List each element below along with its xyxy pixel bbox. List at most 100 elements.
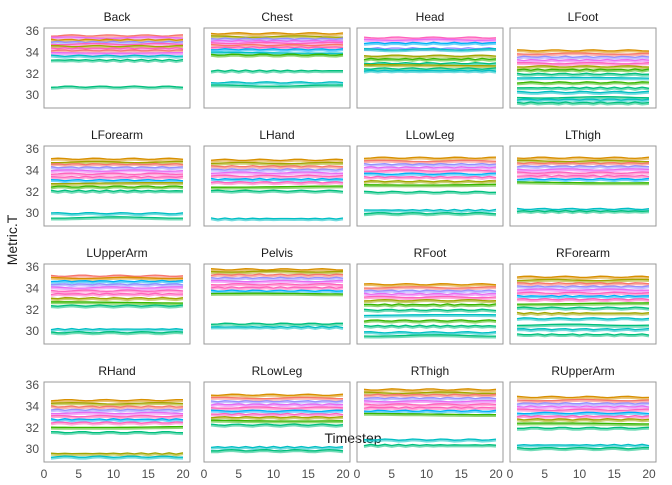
series-band xyxy=(51,216,183,221)
series-band xyxy=(516,415,650,420)
series-band xyxy=(50,163,184,168)
x-tick-label: 0 xyxy=(41,467,48,480)
series-band xyxy=(363,400,497,405)
series-band xyxy=(363,173,497,177)
series-band xyxy=(516,405,650,410)
panel-border xyxy=(356,381,504,463)
y-tick-label: 30 xyxy=(26,206,40,220)
x-tick-label: 5 xyxy=(388,467,395,480)
series-band xyxy=(363,42,497,47)
series-band xyxy=(50,418,184,423)
y-tick-label: 36 xyxy=(26,142,40,156)
series-band xyxy=(210,69,343,74)
series-band xyxy=(210,410,344,414)
y-tick-label: 32 xyxy=(26,421,40,435)
y-tick-label: 30 xyxy=(26,324,40,338)
series-band xyxy=(210,175,344,179)
x-tick-label: 0 xyxy=(507,467,514,480)
series-band xyxy=(516,165,650,170)
y-tick-label: 36 xyxy=(26,24,40,38)
series-band xyxy=(210,413,344,418)
series-band xyxy=(210,32,344,37)
panel-border xyxy=(509,145,657,227)
series-band xyxy=(210,423,344,428)
panel-title: LLowLeg xyxy=(406,128,455,142)
series-band xyxy=(516,210,650,215)
series-band xyxy=(363,309,497,313)
series-band xyxy=(210,273,344,278)
series-band xyxy=(210,289,344,294)
series-band xyxy=(210,416,344,421)
series-band xyxy=(50,179,184,184)
series-band xyxy=(516,295,650,300)
series-band xyxy=(50,277,184,281)
x-tick-label: 0 xyxy=(201,467,208,480)
series-band xyxy=(516,81,650,86)
series-band xyxy=(210,171,344,176)
panel-LForearm: LForearm 30 32 34 36 xyxy=(26,128,191,227)
series-band xyxy=(50,421,184,426)
y-tick-label: 34 xyxy=(26,164,40,178)
series-band xyxy=(516,175,650,179)
series-band xyxy=(363,410,497,414)
series-band xyxy=(516,96,650,101)
panel-border xyxy=(203,381,351,463)
series-band xyxy=(50,297,184,302)
series-band xyxy=(50,304,184,309)
x-axis-title: Timestep xyxy=(324,430,381,446)
panel-title: RUpperArm xyxy=(551,364,614,378)
series-band xyxy=(516,181,649,186)
panel-title: LFoot xyxy=(568,10,599,24)
x-tick-label: 5 xyxy=(75,467,82,480)
series-band xyxy=(516,276,650,280)
series-band xyxy=(210,293,344,297)
x-tick-label: 10 xyxy=(107,467,121,480)
panel-title: LThigh xyxy=(565,128,601,142)
series-band xyxy=(516,282,650,287)
series-band xyxy=(210,178,344,183)
panel-title: RThigh xyxy=(411,364,449,378)
panel-LLowLeg: LLowLeg xyxy=(356,128,504,227)
series-band xyxy=(210,54,344,58)
series-band xyxy=(516,91,650,96)
series-band xyxy=(210,81,344,86)
series-band xyxy=(50,173,184,177)
panel-title: RLowLeg xyxy=(252,364,303,378)
series-band xyxy=(516,73,650,77)
panel-title: RForearm xyxy=(556,246,610,260)
series-band xyxy=(50,47,184,52)
panels-layer: Back 30 32 34 36 Chest Head LFoot LForearm 30 32 34… xyxy=(26,10,657,481)
x-tick-label: 10 xyxy=(267,467,281,480)
panel-border xyxy=(203,27,351,109)
x-tick-label: 10 xyxy=(573,467,587,480)
series-band xyxy=(516,171,650,176)
y-tick-label: 30 xyxy=(26,88,40,102)
series-band xyxy=(50,185,184,190)
series-band xyxy=(363,293,496,297)
series-band xyxy=(517,423,649,427)
x-tick-label: 20 xyxy=(642,467,656,480)
panel-title: LUpperArm xyxy=(86,246,147,260)
panel-border xyxy=(203,263,351,345)
series-band xyxy=(50,176,184,181)
series-band xyxy=(50,331,184,336)
series-band xyxy=(363,166,497,171)
series-band xyxy=(363,209,497,214)
panel-LUpperArm: LUpperArm 30 32 34 36 xyxy=(26,246,191,345)
y-tick-label: 34 xyxy=(26,282,40,296)
series-band xyxy=(210,48,344,53)
x-tick-label: 15 xyxy=(608,467,622,480)
series-band xyxy=(516,157,650,161)
series-band xyxy=(516,444,650,448)
series-band xyxy=(210,165,344,170)
panel-border xyxy=(356,145,504,227)
series-band xyxy=(517,427,650,431)
panel-border xyxy=(203,145,351,227)
series-band xyxy=(50,166,184,171)
panel-title: RHand xyxy=(98,364,135,378)
series-band xyxy=(516,333,650,338)
series-band xyxy=(516,162,650,167)
x-tick-label: 20 xyxy=(176,467,190,480)
y-tick-label: 34 xyxy=(26,400,40,414)
series-band xyxy=(516,65,650,70)
